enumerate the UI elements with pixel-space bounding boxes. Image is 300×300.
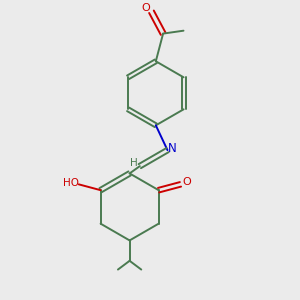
Text: O: O — [142, 3, 151, 13]
Text: N: N — [168, 142, 176, 155]
Text: HO: HO — [64, 178, 80, 188]
Text: O: O — [182, 177, 191, 187]
Text: H: H — [130, 158, 138, 168]
